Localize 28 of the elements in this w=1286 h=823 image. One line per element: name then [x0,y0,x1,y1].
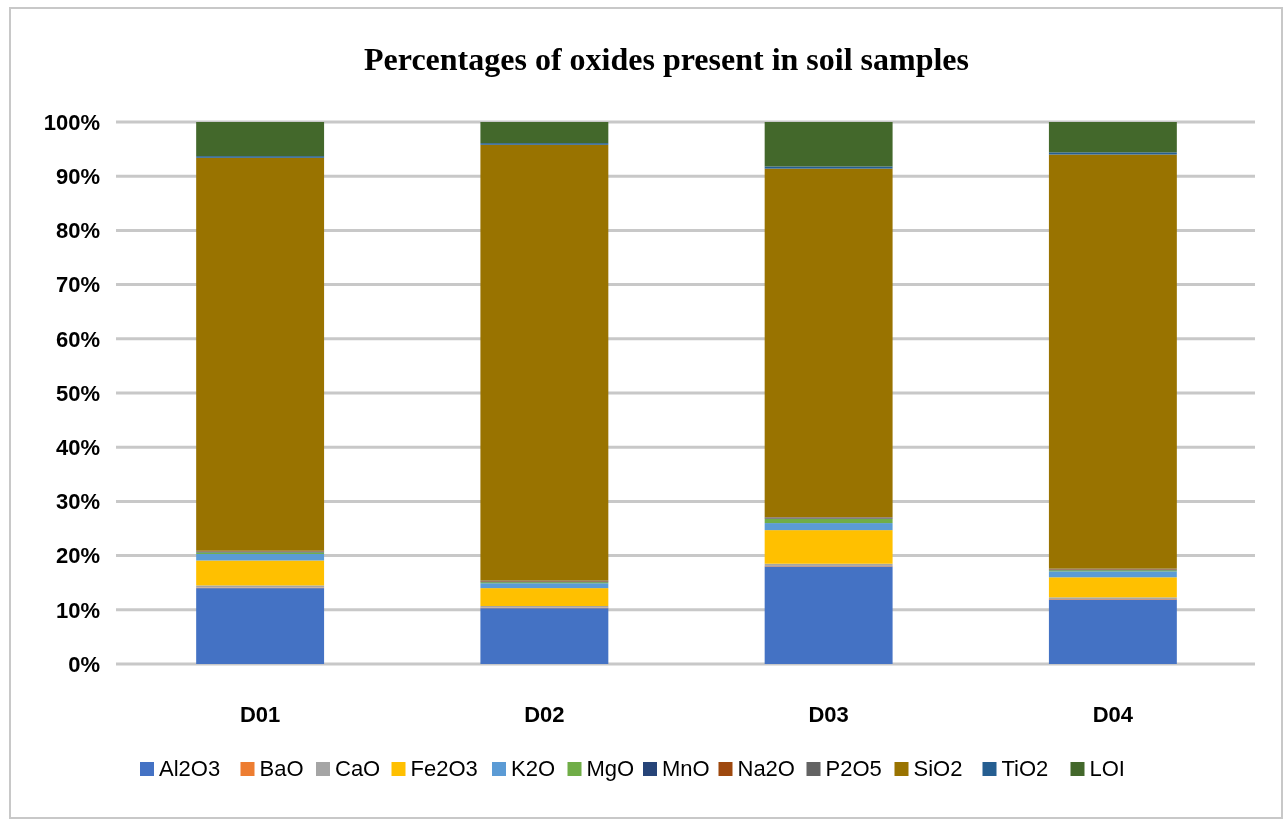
legend-label: CaO [335,756,381,781]
legend-label: BaO [259,756,304,781]
y-tick-label: 100% [43,109,100,135]
y-tick-label: 0% [68,651,100,677]
legend-label: TiO2 [1001,756,1049,781]
y-tick-label: 90% [55,163,100,189]
legend-label: LOI [1089,756,1125,781]
legend-label: P2O5 [825,756,882,781]
y-tick-label: 50% [55,380,100,406]
y-tick-label: 60% [55,326,100,352]
x-tick-label: D02 [524,702,565,727]
y-tick-label: 80% [55,218,100,244]
x-tick-label: D03 [808,702,849,727]
legend-label: Al2O3 [159,756,221,781]
chart-title: Percentages of oxides present in soil samples [364,41,969,77]
x-tick-label: D04 [1092,702,1134,727]
legend-label: K2O [511,756,556,781]
legend-label: Fe2O3 [410,756,478,781]
y-tick-label: 70% [55,272,100,298]
x-tick-label: D01 [239,702,281,727]
y-tick-label: 30% [55,489,100,515]
y-tick-label: 40% [55,434,100,460]
legend-label: MnO [662,756,710,781]
legend-label: Na2O [737,756,795,781]
legend-label: SiO2 [913,756,963,781]
y-tick-label: 10% [55,597,100,623]
y-tick-label: 20% [55,543,100,569]
legend-label: MgO [586,756,635,781]
